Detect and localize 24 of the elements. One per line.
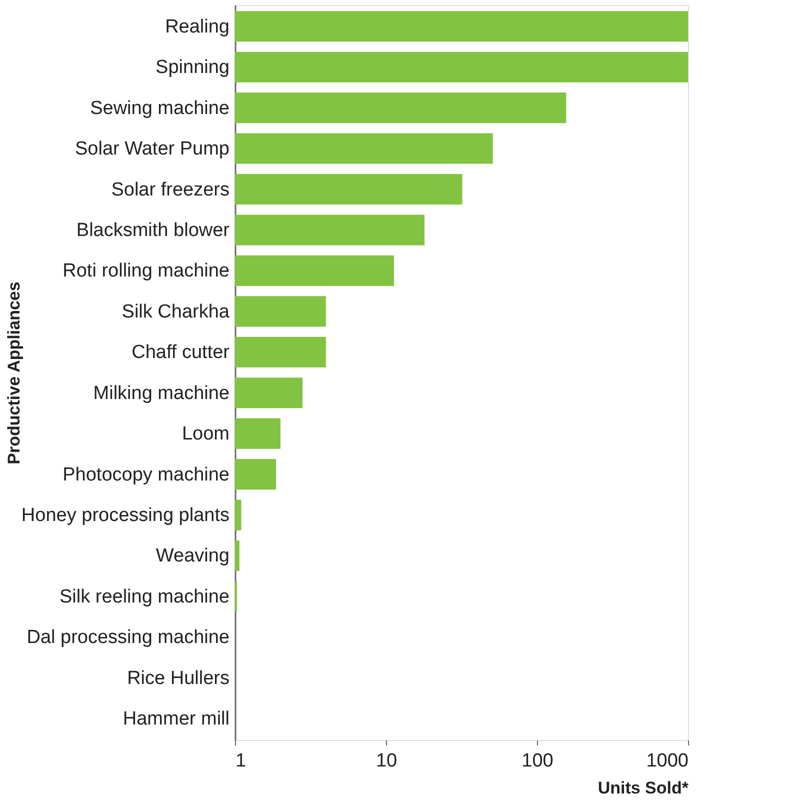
y-tick-label: Silk Charkha xyxy=(122,301,230,322)
y-tick-label: Honey processing plants xyxy=(21,505,230,526)
y-tick-label: Roti rolling machine xyxy=(62,260,230,282)
y-tick-label: Solar Water Pump xyxy=(74,138,230,160)
y-tick-label: Rice Hullers xyxy=(127,668,230,689)
y-tick-label: Loom xyxy=(182,424,230,445)
x-axis-title: Units Sold* xyxy=(598,778,689,798)
y-tick-label: Photocopy machine xyxy=(62,464,230,486)
x-tick-label: 1 xyxy=(236,750,246,772)
y-tick-label: Chaff cutter xyxy=(132,342,230,364)
y-tick-label: Hammer mill xyxy=(122,708,230,730)
x-tick-label: 10 xyxy=(376,750,398,772)
y-tick-label: Spinning xyxy=(156,57,230,78)
y-axis-title: Productive Appliances xyxy=(4,282,24,464)
y-tick-label: Blacksmith blower xyxy=(76,220,230,241)
x-tick-label: 1000 xyxy=(646,750,688,772)
y-tick-label: Realing xyxy=(165,16,230,38)
y-tick-label: Solar freezers xyxy=(111,179,230,200)
y-tick-label: Sewing machine xyxy=(90,98,230,119)
y-tick-label: Weaving xyxy=(156,546,230,567)
y-tick-label: Silk reeling machine xyxy=(59,586,230,608)
y-tick-label: Milking machine xyxy=(93,382,230,404)
x-tick-label: 100 xyxy=(522,750,554,772)
y-tick-label: Dal processing machine xyxy=(26,627,230,648)
